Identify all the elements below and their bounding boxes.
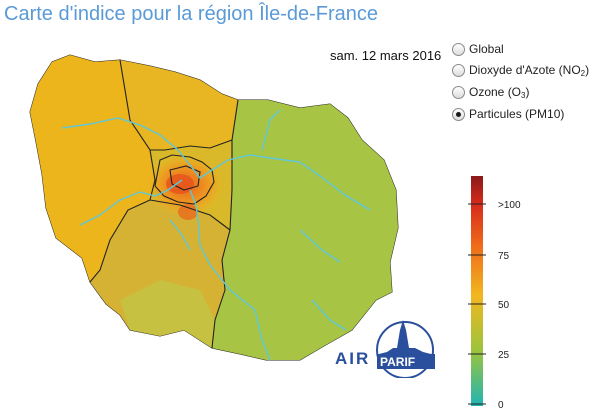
scale-tick-75: 75: [498, 251, 510, 262]
radio-button-pm10[interactable]: [452, 107, 465, 121]
radio-label-no2: Dioxyde d'Azote (NO: [469, 63, 581, 77]
department-west: [30, 55, 155, 282]
color-scale-legend: >100 75 50 25 0: [468, 176, 521, 410]
scale-tick-0: 0: [498, 400, 504, 410]
radio-label-ozone-after: ): [525, 85, 530, 99]
pollution-index-map[interactable]: [0, 0, 440, 411]
logo-text-parif: PARIF: [380, 355, 415, 369]
radio-button-no2[interactable]: [452, 63, 465, 77]
scale-tick-100: >100: [498, 200, 521, 211]
logo-text-air: AIR: [335, 349, 370, 368]
department-north: [120, 60, 238, 150]
rivers: [61, 109, 371, 361]
color-scale-bar: [471, 176, 483, 406]
radio-label-ozone-sub: 3: [521, 90, 526, 100]
south-transition: [120, 280, 215, 348]
page-title: Carte d'indice pour la région Île-de-Fra…: [4, 3, 379, 25]
radio-pm10[interactable]: Particules (PM10): [452, 107, 564, 121]
color-scale-ticks: [468, 203, 486, 405]
department-east: [212, 100, 398, 360]
logo-skyline: [379, 320, 431, 354]
radio-label-no2-sub: 2: [580, 68, 586, 78]
department-borders: [89, 59, 239, 349]
airparif-logo: AIR PARIF: [335, 320, 435, 378]
radio-label-pm10: Particules (PM10): [469, 107, 565, 121]
radio-label-no2-after: ): [585, 63, 590, 77]
radio-button-ozone[interactable]: [452, 85, 465, 99]
radio-label-global: Global: [469, 42, 504, 56]
logo-band: [377, 354, 435, 369]
radio-no2[interactable]: Dioxyde d'Azote (NO 2): [452, 63, 590, 78]
scale-tick-25: 25: [498, 350, 510, 361]
southern-spot: [178, 204, 198, 220]
date-label: sam. 12 mars 2016: [330, 48, 442, 63]
radio-ozone[interactable]: Ozone (O 3): [452, 85, 530, 100]
scale-tick-50: 50: [498, 300, 510, 311]
radio-global[interactable]: Global: [452, 42, 504, 56]
radio-button-global[interactable]: [452, 42, 465, 56]
radio-label-ozone: Ozone (O: [469, 85, 522, 99]
